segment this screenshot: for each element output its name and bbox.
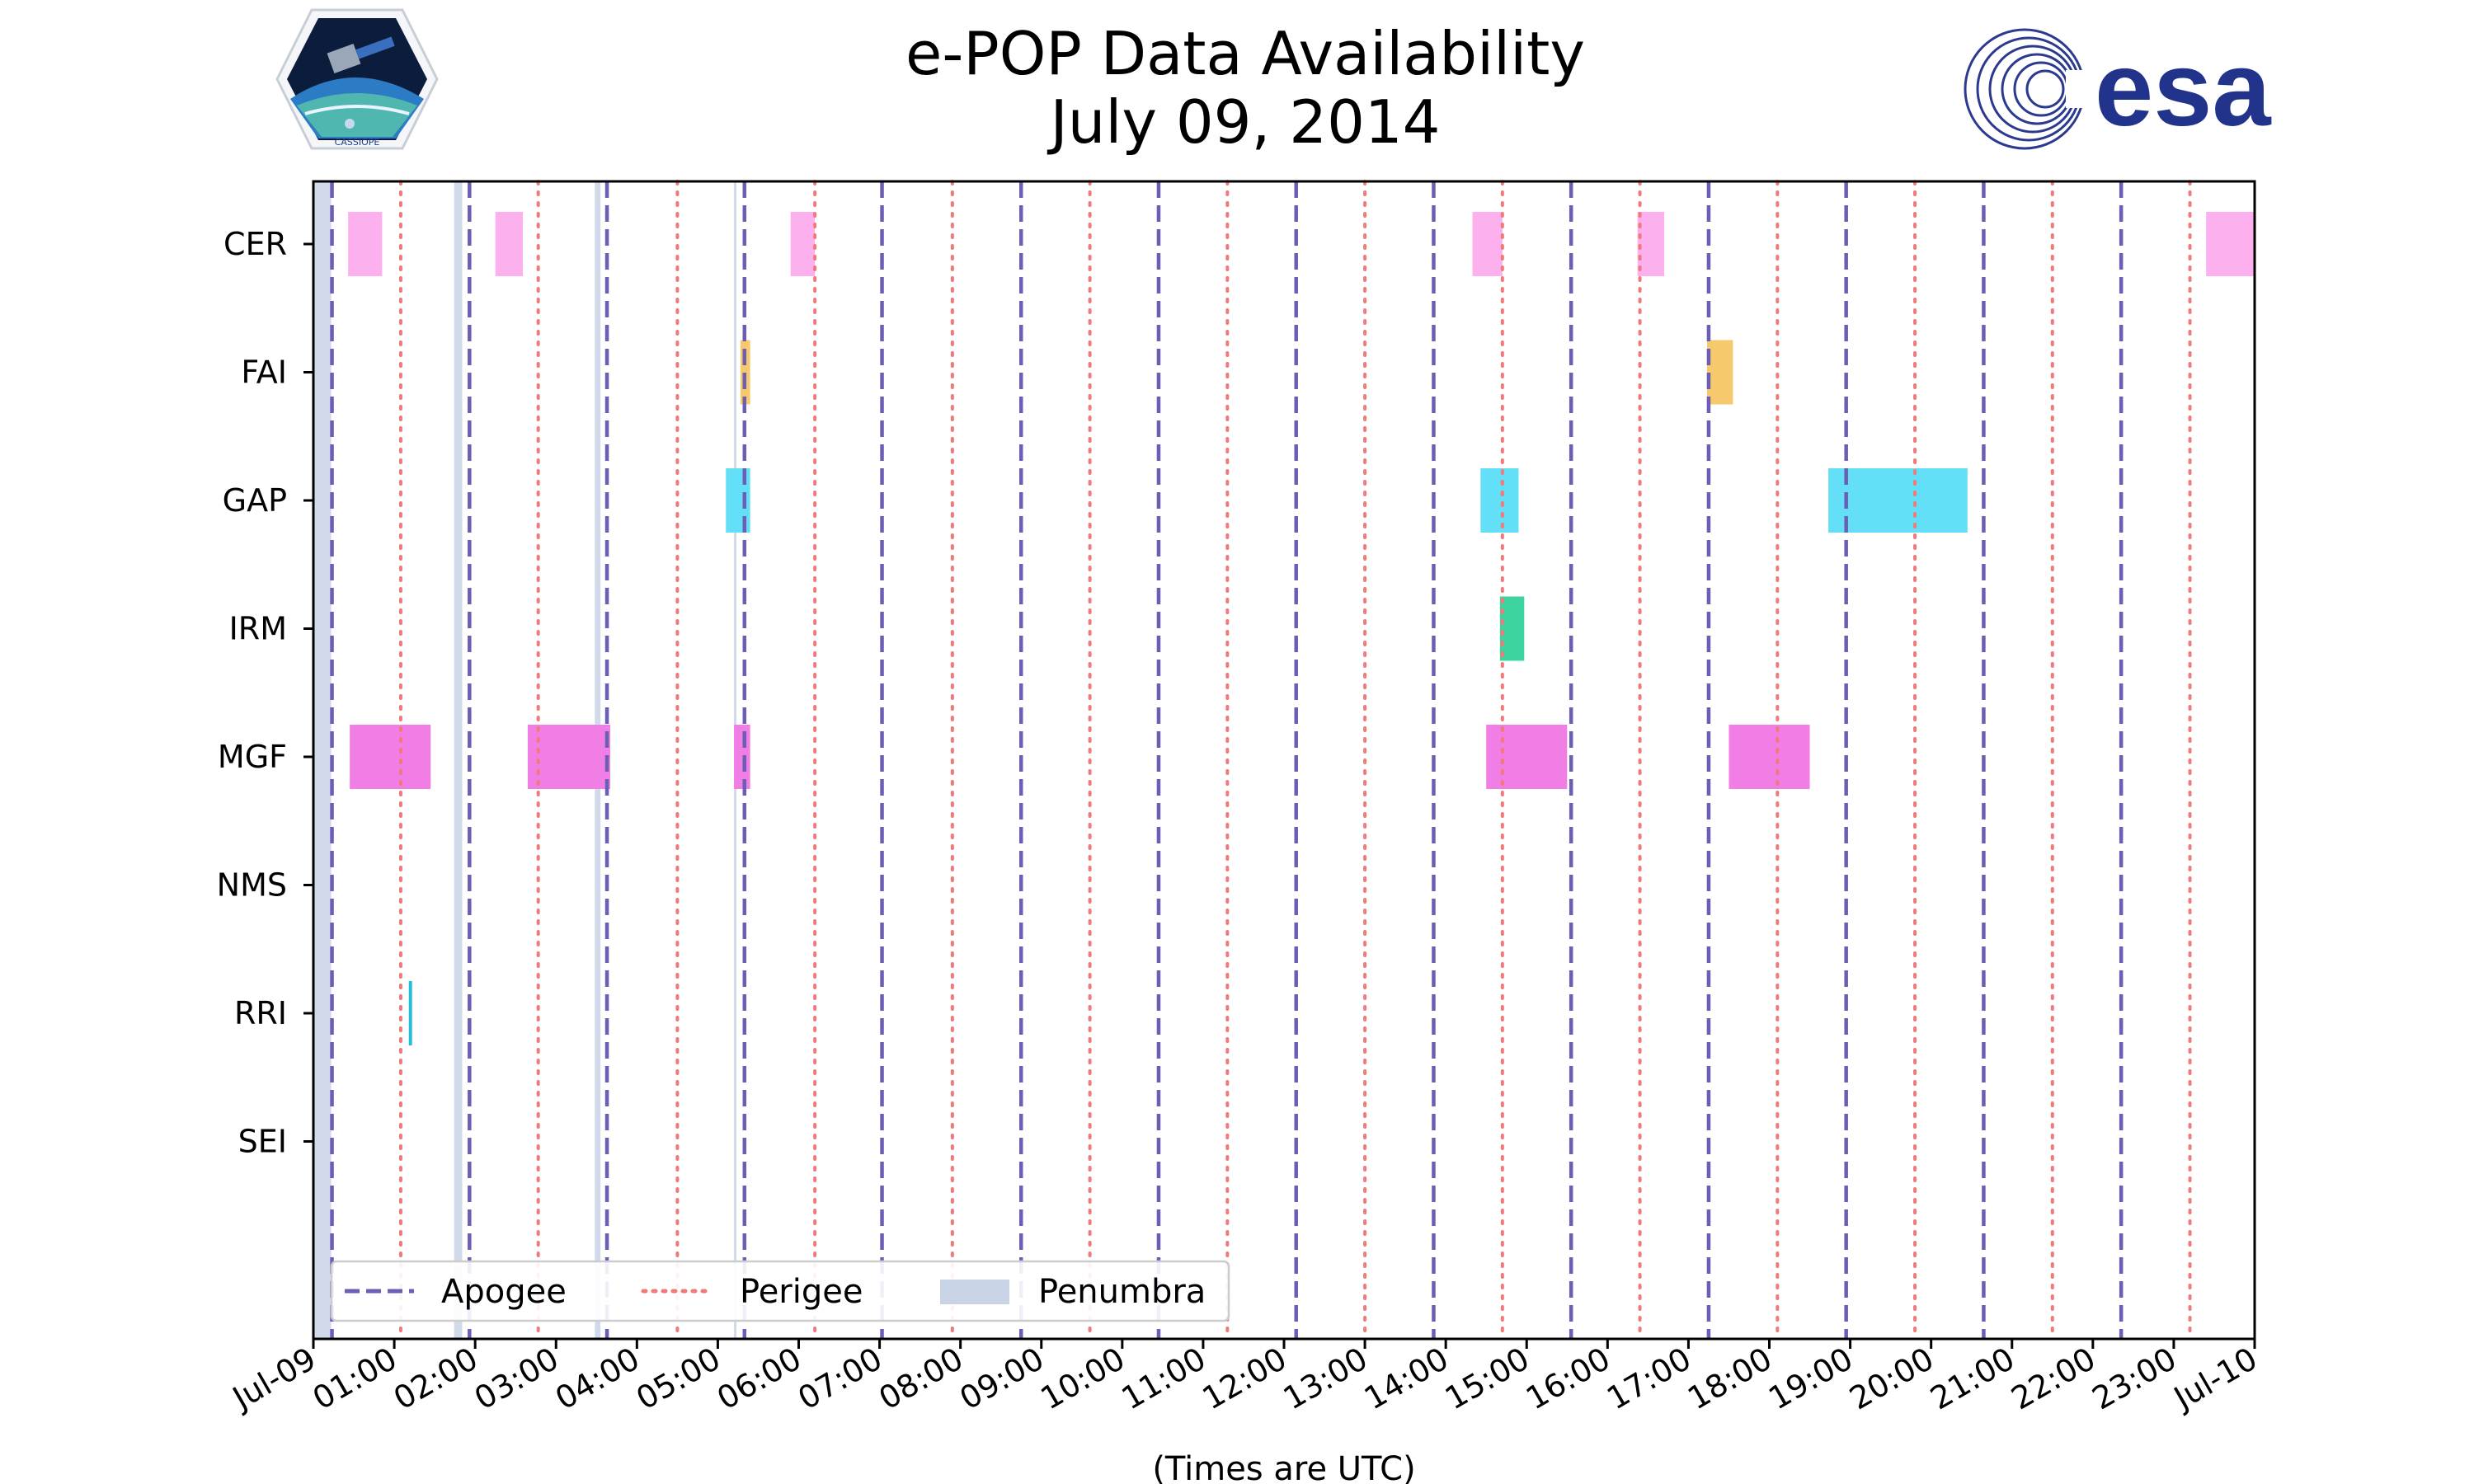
x-tick-label: 15:00 xyxy=(1439,1341,1536,1417)
y-tick-label-mgf: MGF xyxy=(218,739,287,775)
x-tick-label: 06:00 xyxy=(711,1341,807,1417)
x-tick-label: 10:00 xyxy=(1034,1341,1131,1417)
x-tick-label: 13:00 xyxy=(1277,1341,1374,1417)
availability-bar-cer xyxy=(1472,212,1503,276)
cassiope-logo-text: CASSIOPE xyxy=(335,137,380,148)
chart-title: e-POP Data Availability xyxy=(905,19,1585,88)
x-tick-label: Jul-10 xyxy=(2166,1341,2263,1417)
availability-bar-mgf xyxy=(350,725,431,789)
x-tick-label: 19:00 xyxy=(1762,1341,1859,1417)
x-tick-label: 18:00 xyxy=(1681,1341,1778,1417)
legend-apogee-label: Apogee xyxy=(441,1273,567,1311)
y-tick-label-nms: NMS xyxy=(217,867,287,904)
x-tick-label: Jul-09 xyxy=(225,1341,322,1417)
esa-logo: esa xyxy=(1964,28,2271,150)
legend-penumbra-swatch xyxy=(940,1280,1009,1304)
x-tick-label: 11:00 xyxy=(1116,1341,1212,1417)
x-tick-label: 03:00 xyxy=(468,1341,565,1417)
y-tick-label-sei: SEI xyxy=(238,1124,287,1160)
x-tick-label: 07:00 xyxy=(792,1341,888,1417)
availability-bar-mgf xyxy=(1729,725,1810,789)
y-tick-label-gap: GAP xyxy=(223,482,287,519)
availability-bar-fai xyxy=(740,340,750,405)
y-tick-label-rri: RRI xyxy=(234,995,287,1031)
y-tick-label-fai: FAI xyxy=(241,355,287,391)
availability-bar-gap xyxy=(726,468,750,533)
availability-bar-mgf xyxy=(1486,725,1568,789)
y-tick-label-irm: IRM xyxy=(229,611,287,647)
x-tick-label: 02:00 xyxy=(388,1341,484,1417)
x-tick-label: 12:00 xyxy=(1197,1341,1293,1417)
availability-bar-cer xyxy=(790,212,816,276)
legend-box xyxy=(330,1260,1230,1322)
x-tick-label: 08:00 xyxy=(872,1341,969,1417)
availability-bar-cer xyxy=(1637,212,1664,276)
y-tick-label-cer: CER xyxy=(223,226,287,262)
x-tick-label: 01:00 xyxy=(307,1341,403,1417)
x-axis-label: (Times are UTC) xyxy=(1152,1450,1415,1484)
x-tick-label: 22:00 xyxy=(2005,1341,2101,1417)
availability-bar-fai xyxy=(1706,340,1733,405)
x-tick-label: 14:00 xyxy=(1358,1341,1455,1417)
availability-bar-cer xyxy=(2206,212,2255,276)
chart-subtitle: July 09, 2014 xyxy=(1047,87,1441,157)
availability-bar-cer xyxy=(495,212,524,276)
legend-penumbra-label: Penumbra xyxy=(1038,1273,1206,1311)
legend: Apogee Perigee Penumbra xyxy=(330,1260,1230,1322)
availability-bar-gap xyxy=(1828,468,1968,533)
penumbra-band xyxy=(454,181,463,1339)
cassiope-logo: CASSIOPE xyxy=(275,8,439,150)
x-tick-label: 20:00 xyxy=(1843,1341,1940,1417)
legend-perigee-label: Perigee xyxy=(740,1273,863,1311)
availability-bar-rri xyxy=(408,981,412,1045)
plot-area xyxy=(313,180,2255,1341)
x-tick-label: 21:00 xyxy=(1924,1341,2020,1417)
x-tick-label: 17:00 xyxy=(1601,1341,1697,1417)
x-tick-label: 16:00 xyxy=(1520,1341,1616,1417)
esa-logo-text: esa xyxy=(2095,31,2271,148)
x-tick-label: 09:00 xyxy=(953,1341,1050,1417)
availability-bar-cer xyxy=(348,212,383,276)
availability-bar-irm xyxy=(1499,596,1525,661)
availability-bar-mgf xyxy=(527,725,610,789)
x-tick-label: 23:00 xyxy=(2086,1341,2183,1417)
penumbra-band xyxy=(313,181,332,1339)
x-tick-label: 05:00 xyxy=(630,1341,727,1417)
x-tick-label: 04:00 xyxy=(549,1341,646,1417)
availability-bar-mgf xyxy=(734,725,750,789)
availability-bar-gap xyxy=(1480,468,1519,533)
